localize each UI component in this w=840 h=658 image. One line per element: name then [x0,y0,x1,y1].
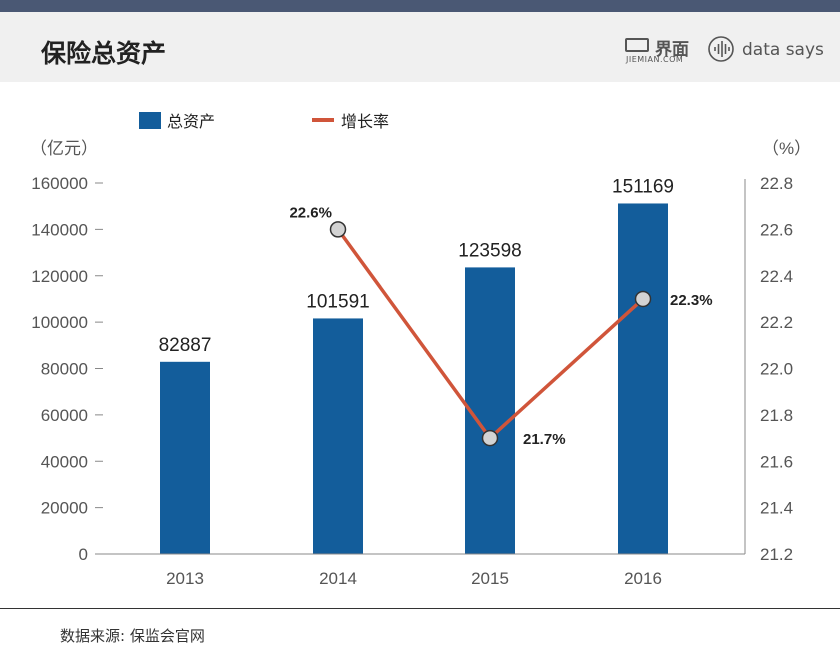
page-title: 保险总资产 [41,39,167,68]
x-tick-label: 2013 [166,569,204,588]
x-tick-label: 2016 [624,569,662,588]
right-tick-label: 21.4 [760,499,793,518]
top-accent-bar [0,0,840,12]
datasays-logo: data says [708,36,828,66]
right-tick-label: 22.2 [760,313,793,332]
right-axis: （%） 21.2 21.4 21.6 21.8 22.0 22.2 22.4 22.6 22.8 [744,139,811,564]
left-tick-label: 100000 [31,313,88,332]
right-tick-label: 21.8 [760,406,793,425]
left-tick-label: 140000 [31,220,88,239]
jiemian-logo-name: 界面 [655,40,689,60]
chart-area: 总资产 增长率 （亿元） 0 20000 40000 60000 80000 100000 12… [30,112,811,588]
right-tick-label: 22.4 [760,267,793,286]
right-tick-label: 22.8 [760,174,793,193]
bar-2013 [160,361,210,554]
growth-point-2016 [634,290,652,308]
right-tick-label: 22.0 [760,360,793,379]
bar-2014 [313,318,363,554]
growth-point-label: 21.7% [523,431,566,448]
left-tick-label: 0 [79,545,88,564]
right-axis-unit: （%） [762,139,811,158]
bar-value-label: 82887 [159,335,212,356]
legend-label-bar: 总资产 [167,112,215,131]
left-axis: （亿元） 0 20000 40000 60000 80000 100000 120000 140… [30,139,103,564]
jiemian-logo: 界面 JIEMIAN.COM [625,36,705,66]
datasays-name: data says [742,40,824,60]
right-tick-label: 22.6 [760,220,793,239]
bar-2015 [465,267,515,554]
bar-value-label: 123598 [458,240,521,261]
bar-value-label: 151169 [612,176,674,197]
left-tick-label: 160000 [31,174,88,193]
jiemian-logo-sub: JIEMIAN.COM [626,55,684,64]
bar-series: 82887 101591 123598 151169 [159,176,674,555]
x-axis: 2013 2014 2015 2016 [100,553,745,588]
footer-divider [0,608,840,609]
header-band [0,12,840,82]
left-axis-unit: （亿元） [30,139,98,158]
bar-value-label: 101591 [306,291,369,312]
legend-swatch-bar [139,112,161,129]
left-tick-label: 20000 [41,499,88,518]
jiemian-logo-mark [625,38,649,52]
legend: 总资产 增长率 [139,112,389,131]
right-tick-label: 21.2 [760,545,793,564]
legend-label-line: 增长率 [341,112,389,131]
left-tick-label: 120000 [31,267,88,286]
growth-point-2015 [481,429,499,447]
left-tick-label: 80000 [41,360,88,379]
source-note: 数据来源: 保监会官网 [60,627,205,645]
left-tick-label: 60000 [41,406,88,425]
left-tick-label: 40000 [41,452,88,471]
bar-2016 [618,203,668,555]
growth-point-label: 22.6% [289,204,332,221]
growth-point-2014 [329,221,347,238]
right-tick-label: 21.6 [760,452,793,471]
x-tick-label: 2015 [471,569,509,588]
datasays-icon [708,36,734,62]
growth-point-label: 22.3% [670,292,713,309]
line-series: 22.6% 21.7% 22.3% [289,204,712,448]
x-tick-label: 2014 [319,569,357,588]
